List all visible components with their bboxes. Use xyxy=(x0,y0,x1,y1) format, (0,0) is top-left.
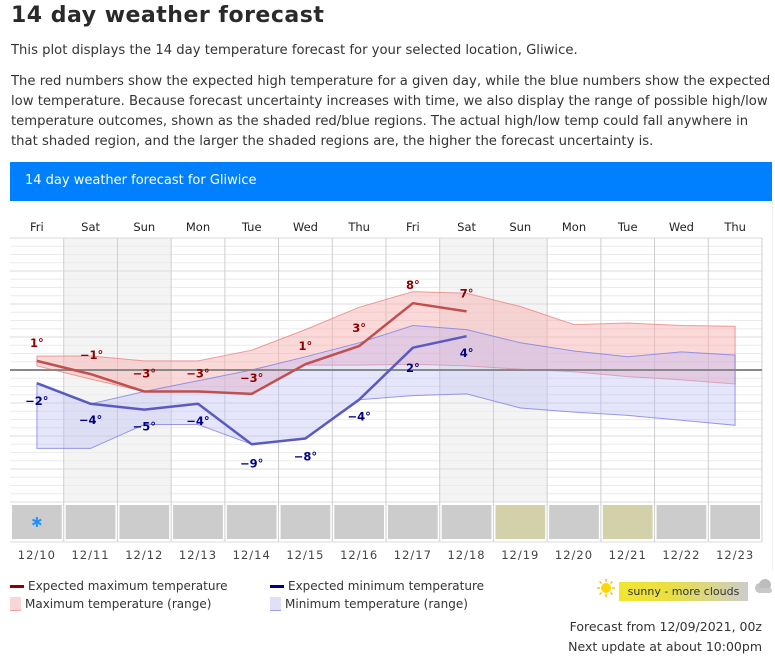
condition-box-cloudy xyxy=(710,505,760,539)
min-temp-label: −2° xyxy=(25,394,48,408)
condition-box-cloudy xyxy=(334,505,384,539)
forecast-chart: 1° −1° −3° −3° −3° 1° 3° 8° 7° −2° −4° −5° −4° −9° −8°… xyxy=(10,201,773,571)
day-label: Fri xyxy=(30,220,44,234)
max-temp-label: −3° xyxy=(133,366,156,380)
day-label: Sat xyxy=(81,220,100,234)
condition-box-sunny-more-clouds xyxy=(495,505,546,539)
max-temp-label: 1° xyxy=(30,336,44,350)
day-label: Thu xyxy=(723,220,746,234)
legend-label: Expected minimum temperature xyxy=(288,579,484,593)
day-label: Fri xyxy=(406,220,420,234)
expected-lines xyxy=(36,301,467,446)
condition-box-sunny-more-clouds xyxy=(602,505,653,539)
max-temp-label: 3° xyxy=(352,321,366,335)
min-band-swatch xyxy=(270,597,281,611)
page-title: 14 day weather forecast xyxy=(11,3,325,28)
condition-box-cloudy xyxy=(65,505,116,539)
day-label: Mon xyxy=(186,220,210,234)
date-label: 12/16 xyxy=(340,548,378,562)
day-label: Wed xyxy=(669,220,694,234)
condition-box-cloudy xyxy=(226,505,277,539)
chart-title: 14 day weather forecast for Gliwice xyxy=(25,173,257,188)
snow-icon xyxy=(32,517,42,527)
date-label: 12/17 xyxy=(394,548,432,562)
min-range-band xyxy=(36,324,736,449)
max-temp-label: −3° xyxy=(186,366,209,380)
cloud-icon xyxy=(755,579,772,593)
min-temp-label: −4° xyxy=(186,414,209,428)
legend-label: Maximum temperature (range) xyxy=(25,597,212,611)
explanation-text: The red numbers show the expected high t… xyxy=(11,74,771,149)
day-label: Sun xyxy=(509,220,531,234)
sun-icon xyxy=(597,579,615,597)
condition-icons xyxy=(10,505,762,543)
day-label: Thu xyxy=(347,220,370,234)
date-label: 12/12 xyxy=(125,548,163,562)
min-line-swatch xyxy=(270,584,284,588)
date-label: 12/22 xyxy=(662,548,700,562)
max-temp-label: 8° xyxy=(406,278,420,292)
condition-box-cloudy xyxy=(280,505,331,539)
day-label: Wed xyxy=(293,220,318,234)
chart-svg: 1° −1° −3° −3° −3° 1° 3° 8° 7° −2° −4° −5° −4° −9° −8°… xyxy=(10,220,763,562)
date-label: 12/13 xyxy=(179,548,217,562)
day-label: Tue xyxy=(617,220,638,234)
min-temp-label: −9° xyxy=(240,456,263,470)
forecast-timestamp: Forecast from 12/09/2021, 00z xyxy=(569,619,762,634)
condition-box-cloudy xyxy=(173,505,223,539)
min-temp-label: −4° xyxy=(347,410,370,424)
min-temp-label: 2° xyxy=(406,361,420,375)
chart-header: 14 day weather forecast for Gliwice xyxy=(10,162,772,201)
date-label: 12/11 xyxy=(71,548,109,562)
date-label: 12/14 xyxy=(233,548,271,562)
date-label: 12/20 xyxy=(555,548,593,562)
range-bands xyxy=(36,291,736,449)
max-temp-label: 7° xyxy=(460,286,474,300)
intro-text: This plot displays the 14 day temperatur… xyxy=(11,43,578,58)
legend-max-line: Expected maximum temperature xyxy=(10,579,228,593)
legend-min-band: Minimum temperature (range) xyxy=(270,597,468,611)
min-temp-label: −8° xyxy=(294,449,317,463)
legend-min-line: Expected minimum temperature xyxy=(270,579,484,593)
condition-box-cloudy xyxy=(119,505,170,539)
min-temp-label: 4° xyxy=(460,346,474,360)
date-label: 12/19 xyxy=(501,548,539,562)
date-label: 12/21 xyxy=(609,548,647,562)
condition-box-cloudy xyxy=(549,505,599,539)
max-temp-label: −1° xyxy=(80,348,103,362)
max-band-swatch xyxy=(10,597,21,611)
condition-box-cloudy xyxy=(441,505,492,539)
legend-max-band: Maximum temperature (range) xyxy=(10,597,211,611)
legend-label: Expected maximum temperature xyxy=(28,579,228,593)
date-labels: 12/10 12/11 12/12 12/13 12/14 12/15 12/16 12/17… xyxy=(18,548,754,562)
column-dividers xyxy=(63,238,763,542)
date-label: 12/18 xyxy=(447,548,485,562)
day-label: Sat xyxy=(457,220,476,234)
min-temp-label: −5° xyxy=(133,420,156,434)
date-label: 12/15 xyxy=(286,548,324,562)
temperature-labels: 1° −1° −3° −3° −3° 1° 3° 8° 7° −2° −4° −5° −4° −9° −8°… xyxy=(25,278,473,470)
day-label: Sun xyxy=(133,220,155,234)
snow-icon-stroke xyxy=(32,518,42,526)
max-temp-label: −3° xyxy=(240,371,263,385)
max-temp-label: 1° xyxy=(299,339,313,353)
max-line-swatch xyxy=(10,584,24,588)
day-label: Tue xyxy=(241,220,262,234)
date-label: 12/23 xyxy=(716,548,754,562)
condition-box-cloudy xyxy=(388,505,438,539)
day-label: Mon xyxy=(562,220,586,234)
legend-label: Minimum temperature (range) xyxy=(285,597,468,611)
min-temp-label: −4° xyxy=(79,413,102,427)
weather-key-bar: sunny - more clouds xyxy=(619,582,748,601)
condition-box-cloudy xyxy=(656,505,707,539)
day-labels: Fri Sat Sun Mon Tue Wed Thu Fri Sat Sun Mon Tue Wed T… xyxy=(30,220,746,234)
next-update-text: Next update at about 10:00pm xyxy=(568,639,762,654)
date-label: 12/10 xyxy=(18,548,56,562)
